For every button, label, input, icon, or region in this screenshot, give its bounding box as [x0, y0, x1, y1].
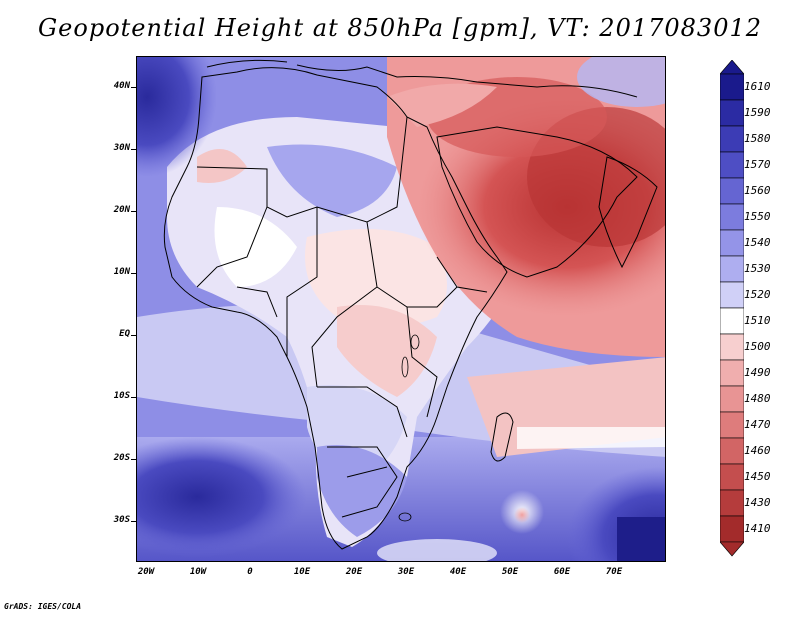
lat-tick — [131, 149, 136, 150]
map-title: Geopotential Height at 850hPa [gpm], VT:… — [38, 14, 762, 42]
colorbar-level-label: 1470 — [744, 418, 771, 431]
lon-label-70e: 70E — [605, 567, 623, 577]
lon-label-10w: 10W — [189, 567, 207, 577]
map-panel — [136, 56, 666, 562]
colorbar-level-label: 1480 — [744, 392, 771, 405]
lat-tick — [131, 459, 136, 460]
colorbar-swatch — [720, 99, 744, 127]
colorbar-swatch — [720, 203, 744, 231]
lon-label-30e: 30E — [397, 567, 415, 577]
colorbar-level-label: 1580 — [744, 132, 771, 145]
colorbar-level-label: 1510 — [744, 314, 771, 327]
colorbar-swatch — [720, 333, 744, 361]
colorbar-swatch — [720, 515, 744, 543]
colorbar-bottom-arrow — [720, 541, 744, 557]
colorbar-swatch — [720, 411, 744, 439]
lat-tick — [131, 211, 136, 212]
colorbar-swatch — [720, 359, 744, 387]
lat-label-10n: 10N — [113, 267, 130, 277]
lon-label-20e: 20E — [345, 567, 363, 577]
colorbar-level-label: 1520 — [744, 288, 771, 301]
lon-label-20w: 20W — [137, 567, 155, 577]
colorbar-level-label: 1550 — [744, 210, 771, 223]
colorbar-swatch — [720, 463, 744, 491]
colorbar-level-label: 1410 — [744, 522, 771, 535]
colorbar-swatch — [720, 489, 744, 517]
colorbar-level-label: 1540 — [744, 236, 771, 249]
colorbar — [720, 60, 744, 557]
colorbar-top-arrow — [720, 60, 744, 75]
colorbar-level-label: 1500 — [744, 340, 771, 353]
colorbar-level-label: 1450 — [744, 470, 771, 483]
lat-label-20s: 20S — [113, 453, 130, 463]
colorbar-level-label: 1560 — [744, 184, 771, 197]
lat-tick — [131, 335, 136, 336]
lat-tick — [131, 397, 136, 398]
colorbar-swatch — [720, 73, 744, 101]
colorbar-level-label: 1610 — [744, 80, 771, 93]
colorbar-swatch — [720, 437, 744, 465]
lat-label-20n: 20N — [113, 205, 130, 215]
colorbar-swatch — [720, 151, 744, 179]
credit-text: GrADS: IGES/COLA — [4, 602, 82, 611]
colorbar-level-label: 1530 — [744, 262, 771, 275]
lat-label-10s: 10S — [113, 391, 130, 401]
lat-tick — [131, 273, 136, 274]
lon-label-10e: 10E — [293, 567, 311, 577]
colorbar-level-label: 1430 — [744, 496, 771, 509]
lat-tick — [131, 521, 136, 522]
colorbar-swatch — [720, 125, 744, 153]
colorbar-swatch — [720, 177, 744, 205]
lat-label-30s: 30S — [113, 515, 130, 525]
colorbar-swatch — [720, 385, 744, 413]
lat-label-40n: 40N — [113, 81, 130, 91]
lon-label-0: 0 — [247, 567, 253, 577]
colorbar-level-label: 1570 — [744, 158, 771, 171]
colorbar-level-label: 1460 — [744, 444, 771, 457]
colorbar-level-label: 1590 — [744, 106, 771, 119]
lon-label-60e: 60E — [553, 567, 571, 577]
lon-label-40e: 40E — [449, 567, 467, 577]
geopotential-field — [137, 57, 665, 561]
lat-label-eq: EQ — [119, 329, 130, 339]
lon-label-50e: 50E — [501, 567, 519, 577]
lat-tick — [131, 87, 136, 88]
colorbar-swatch — [720, 229, 744, 257]
lat-label-30n: 30N — [113, 143, 130, 153]
colorbar-swatch — [720, 255, 744, 283]
colorbar-swatch — [720, 281, 744, 309]
colorbar-swatch — [720, 307, 744, 335]
colorbar-level-label: 1490 — [744, 366, 771, 379]
